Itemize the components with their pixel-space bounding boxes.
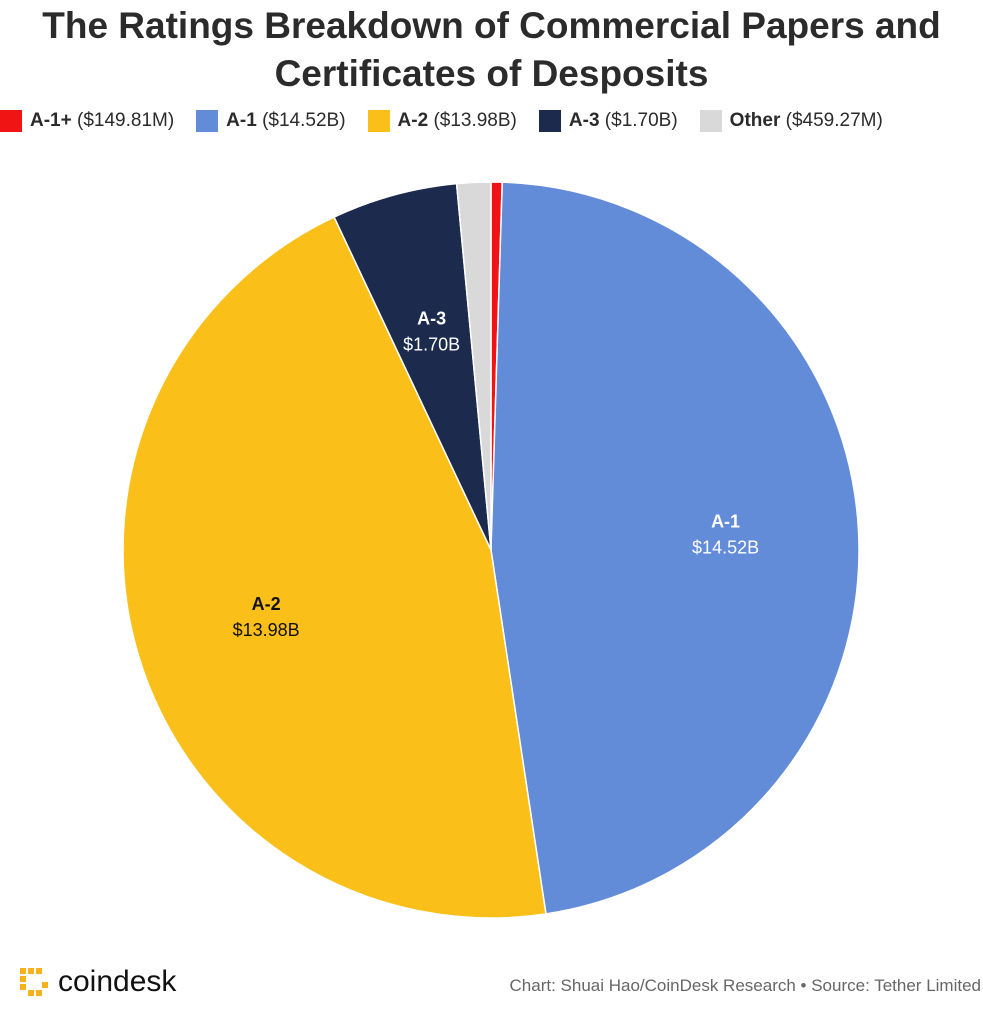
slice-label-value: $13.98B (233, 620, 300, 640)
credit: Chart: Shuai Hao/CoinDesk Research • Sou… (509, 976, 981, 995)
pie-slice (490, 181, 860, 915)
legend-value: ($459.27M) (785, 110, 883, 131)
legend-text: A-1 ($14.52B) (226, 110, 345, 132)
legend-name: A-3 (568, 110, 600, 131)
chart: A-1 $14.52B A-2 $13.98B A-3 $1.70B (122, 181, 860, 919)
legend-entry: A-2 ($13.98B) (367, 110, 517, 132)
legend-value: ($13.98B) (433, 110, 517, 131)
legend-text: A-2 ($13.98B) (398, 110, 517, 132)
chart-title: The Ratings Breakdown of Commercial Pape… (42, 5, 941, 94)
slice-label-name: A-1 (711, 512, 740, 532)
slice-label-name: A-2 (252, 594, 281, 614)
legend: A-1+ ($149.81M) A-1 ($14.52B) A-2 ($13.98B… (0, 110, 983, 132)
logo-icon (20, 968, 48, 996)
legend-swatch (0, 110, 22, 132)
logo-text: coindesk (58, 965, 177, 998)
legend-name: A-2 (397, 110, 429, 131)
legend-swatch (699, 110, 722, 132)
slice-label-name: A-3 (417, 309, 446, 329)
legend-swatch (538, 110, 561, 132)
legend-value: ($1.70B) (604, 110, 678, 131)
legend-name: A-1+ (30, 110, 72, 131)
slice-label-value: $14.52B (692, 538, 759, 558)
legend-text: Other ($459.27M) (730, 110, 883, 132)
legend-entry: A-1 ($14.52B) (196, 110, 346, 132)
legend-entry: Other ($459.27M) (699, 110, 883, 132)
pie-slice (122, 216, 547, 919)
legend-text: A-3 ($1.70B) (569, 110, 678, 132)
legend-name: A-1 (226, 110, 257, 131)
slice-label-value: $1.70B (403, 335, 460, 355)
legend-value: ($149.81M) (77, 110, 175, 131)
legend-swatch (196, 110, 219, 132)
legend-name: Other (729, 110, 781, 131)
pie-slice (455, 181, 492, 551)
legend-swatch (367, 110, 390, 132)
legend-entry: A-1+ ($149.81M) (0, 110, 174, 132)
legend-text: A-1+ ($149.81M) (30, 110, 174, 132)
logo: coindesk (20, 965, 176, 999)
legend-entry: A-3 ($1.70B) (538, 110, 678, 132)
legend-value: ($14.52B) (262, 110, 346, 131)
